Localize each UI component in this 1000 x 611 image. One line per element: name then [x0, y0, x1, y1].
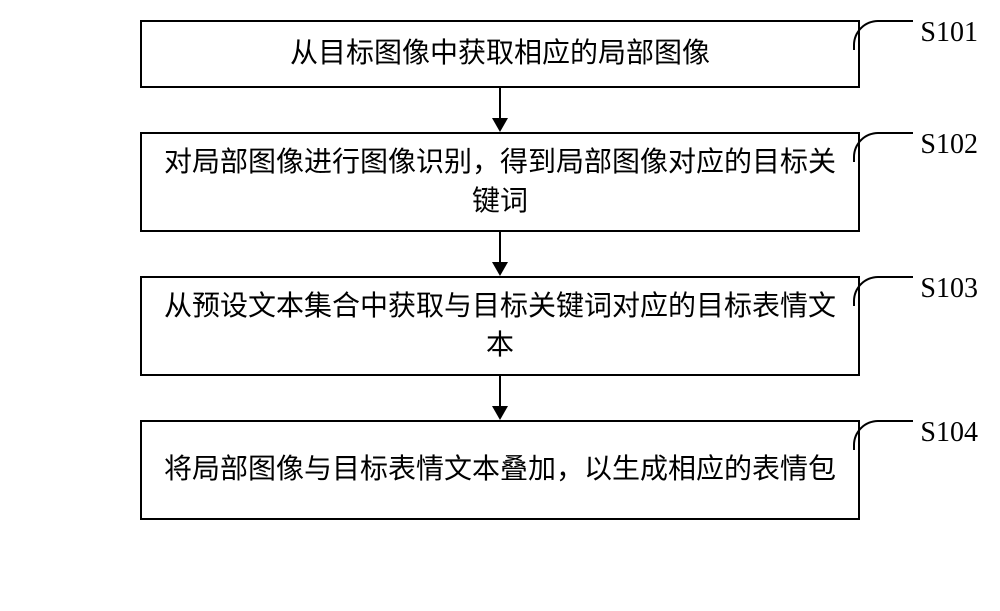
- arrow-line: [499, 88, 501, 118]
- step-text-s103: 从预设文本集合中获取与目标关键词对应的目标表情文本: [162, 287, 838, 365]
- step-box-s103: S103 从预设文本集合中获取与目标关键词对应的目标表情文本: [140, 276, 860, 376]
- arrow-head: [492, 406, 508, 420]
- arrow-3: [485, 376, 515, 420]
- arrow-line: [499, 232, 501, 262]
- connector-line: [853, 420, 913, 450]
- step-box-s102: S102 对局部图像进行图像识别，得到局部图像对应的目标关键词: [140, 132, 860, 232]
- step-text-s104: 将局部图像与目标表情文本叠加，以生成相应的表情包: [164, 450, 836, 489]
- arrow-head: [492, 262, 508, 276]
- connector-line: [853, 20, 913, 50]
- step-text-s101: 从目标图像中获取相应的局部图像: [290, 34, 710, 73]
- connector-line: [853, 276, 913, 306]
- step-box-s104: S104 将局部图像与目标表情文本叠加，以生成相应的表情包: [140, 420, 860, 520]
- step-label-s103: S103: [920, 273, 978, 305]
- arrow-line: [499, 376, 501, 406]
- connector-line: [853, 132, 913, 162]
- step-text-s102: 对局部图像进行图像识别，得到局部图像对应的目标关键词: [162, 143, 838, 221]
- arrow-head: [492, 118, 508, 132]
- step-box-s101: S101 从目标图像中获取相应的局部图像: [140, 20, 860, 88]
- flowchart-container: S101 从目标图像中获取相应的局部图像 S102 对局部图像进行图像识别，得到…: [50, 20, 950, 520]
- step-label-s102: S102: [920, 129, 978, 161]
- arrow-2: [485, 232, 515, 276]
- step-label-s101: S101: [920, 17, 978, 49]
- step-label-s104: S104: [920, 417, 978, 449]
- arrow-1: [485, 88, 515, 132]
